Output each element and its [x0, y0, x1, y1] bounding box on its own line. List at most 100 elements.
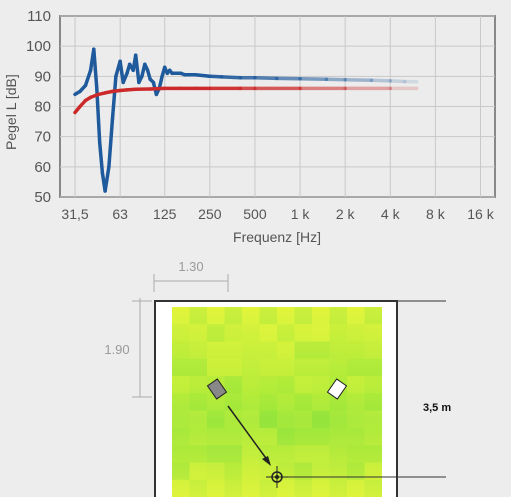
field-cell — [347, 358, 365, 377]
field-cell — [364, 358, 382, 377]
x-tick-label: 16 k — [467, 206, 494, 222]
field-cell — [294, 410, 312, 428]
y-tick-labels: 50 60 70 80 90 100 110 — [26, 8, 51, 206]
field-cell — [312, 393, 330, 411]
field-cell — [364, 479, 382, 497]
x-tick-label: 250 — [198, 206, 222, 222]
arrowhead — [262, 456, 271, 466]
field-cell — [207, 462, 225, 480]
field-cell — [329, 445, 347, 463]
x-tick-label: 4 k — [381, 206, 401, 222]
field-cell — [329, 393, 347, 411]
field-cell — [294, 341, 312, 359]
y-tick-label: 90 — [34, 68, 51, 85]
field-cell — [294, 445, 312, 463]
field-cell — [277, 358, 295, 377]
x-tick-label: 500 — [243, 206, 267, 222]
sound-field-map — [172, 307, 382, 497]
field-cell — [172, 376, 190, 394]
y-tick-label: 80 — [34, 99, 51, 116]
field-cell — [207, 341, 225, 359]
field-cell — [347, 445, 365, 463]
field-cell — [207, 410, 225, 428]
field-cell — [312, 324, 330, 342]
field-cell — [347, 393, 365, 411]
field-cell — [277, 376, 295, 394]
field-cell — [259, 479, 277, 497]
field-cell — [242, 445, 260, 463]
field-cell — [189, 479, 207, 497]
field-cell — [294, 462, 312, 480]
field-cell — [172, 393, 190, 411]
field-cell — [277, 410, 295, 428]
x-tick-label: 2 k — [336, 206, 356, 222]
field-cell — [189, 376, 207, 394]
distance-label: 3,5 m — [423, 402, 451, 414]
field-cell — [329, 479, 347, 497]
blue-series-segment — [103, 165, 111, 193]
field-cell — [294, 307, 312, 325]
field-cell — [242, 324, 260, 342]
field-cell — [207, 393, 225, 411]
field-cell — [294, 376, 312, 394]
field-cell — [364, 427, 382, 446]
field-cell — [189, 393, 207, 411]
field-cell — [259, 341, 277, 359]
blue-series-segment — [83, 68, 93, 88]
frequency-response-chart: 50 60 70 80 90 100 110 31,5 63 125 250 500 1 k 2 k 4 … — [3, 8, 496, 245]
blue-series-segment — [208, 74, 224, 79]
field-cell — [312, 307, 330, 325]
field-cell — [347, 324, 365, 342]
field-cell — [224, 410, 242, 428]
series-lines — [73, 47, 419, 193]
field-cell — [277, 324, 295, 342]
blue-series-segment — [97, 140, 105, 175]
blue-series-segment — [193, 73, 212, 79]
field-cell — [207, 479, 225, 497]
field-cell — [329, 410, 347, 428]
speaker-left — [206, 378, 228, 400]
field-cell — [294, 393, 312, 411]
field-cell — [259, 324, 277, 342]
field-cell — [259, 358, 277, 377]
field-cell — [294, 427, 312, 446]
field-cell — [277, 307, 295, 325]
blue-series-segment — [95, 86, 102, 145]
x-tick-label: 31,5 — [61, 206, 88, 222]
blue-series-segment — [157, 74, 164, 91]
field-cell — [172, 341, 190, 359]
sound-field-mosaic — [172, 307, 382, 497]
field-cell — [207, 358, 225, 377]
field-cell — [224, 307, 242, 325]
field-cell — [242, 358, 260, 377]
field-cell — [364, 445, 382, 463]
field-cell — [224, 445, 242, 463]
blue-series-segment — [92, 47, 99, 91]
listener-position-marker — [271, 471, 283, 483]
field-cell — [277, 393, 295, 411]
field-cell — [347, 376, 365, 394]
blue-series-segment — [110, 74, 118, 121]
x-tick-label: 1 k — [291, 206, 311, 222]
blue-series-segment — [253, 76, 279, 81]
field-cell — [347, 410, 365, 428]
field-cell — [224, 427, 242, 446]
y-tick-label: 60 — [34, 159, 51, 176]
x-tick-label: 8 k — [426, 206, 446, 222]
field-cell — [294, 358, 312, 377]
field-cell — [172, 479, 190, 497]
field-cell — [312, 462, 330, 480]
field-cell — [312, 410, 330, 428]
field-cell — [207, 427, 225, 446]
y-axis-label: Pegel L [dB] — [3, 74, 19, 150]
field-cell — [347, 341, 365, 359]
field-cell — [207, 307, 225, 325]
room-diagram: 1.30 1.90 3,5 m — [104, 259, 451, 497]
field-cell — [189, 410, 207, 428]
field-cell — [224, 462, 242, 480]
field-cell — [329, 358, 347, 377]
red-series-segment — [148, 86, 167, 91]
field-cell — [224, 376, 242, 394]
field-cell — [259, 393, 277, 411]
blue-series-segment — [118, 59, 125, 85]
